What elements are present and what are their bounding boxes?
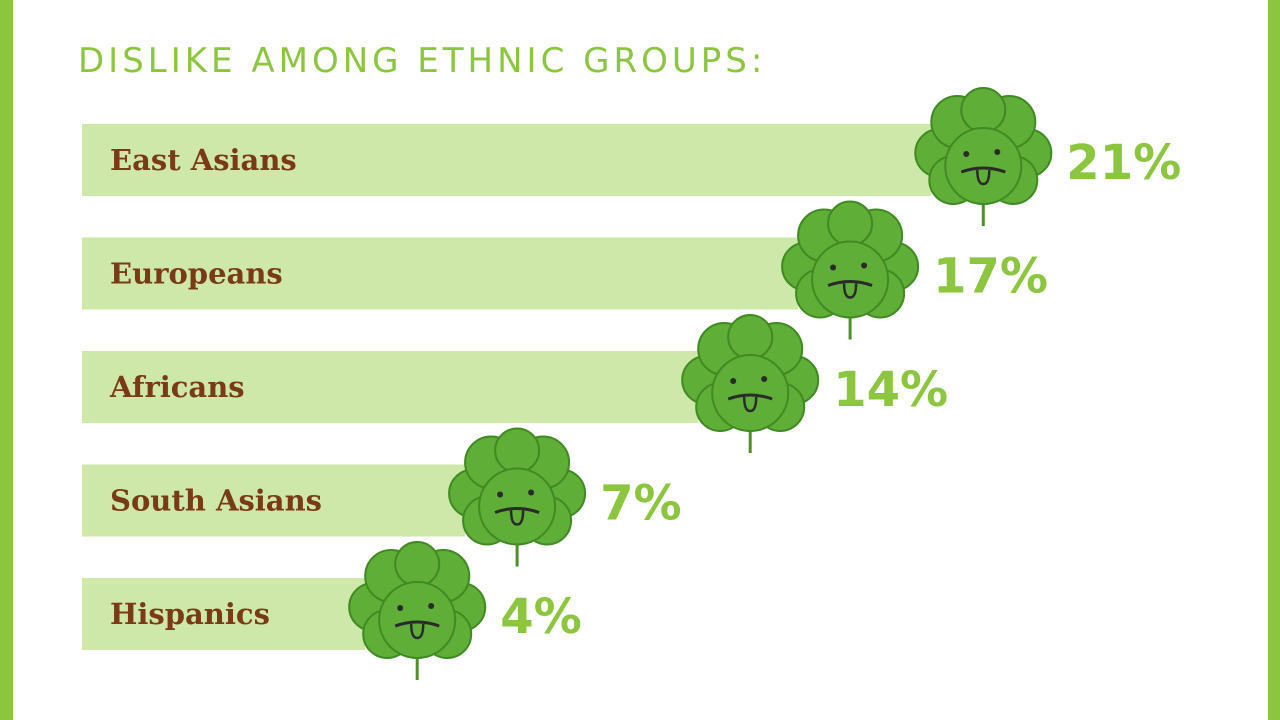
leaf-tongue <box>509 510 525 526</box>
category-label: Africans <box>109 370 245 404</box>
leaf-mouth <box>727 393 773 401</box>
value-label: 21% <box>1066 135 1181 191</box>
left-border <box>0 0 13 720</box>
cilantro-leaf <box>448 427 587 567</box>
leaf-mouth <box>960 166 1006 174</box>
leaf-mouth <box>827 280 873 287</box>
leaf-lobe <box>827 200 874 247</box>
bar <box>82 464 466 537</box>
value-label: 17% <box>933 249 1048 305</box>
leaf-lobe <box>478 467 557 546</box>
leaf-lobe <box>378 581 457 659</box>
bar <box>82 237 799 310</box>
category-label: South Asians <box>110 484 322 518</box>
bar <box>82 351 699 423</box>
leaf-lobe <box>960 87 1007 133</box>
leaf-eye <box>963 151 970 157</box>
leaf-eye <box>994 149 1001 155</box>
leaf-mouth <box>394 620 440 628</box>
leaf-tongue <box>842 283 858 299</box>
category-label: East Asians <box>110 143 297 177</box>
leaf-eye <box>428 603 435 609</box>
leaf-eye <box>761 376 768 382</box>
cilantro-leaf <box>781 200 920 340</box>
cilantro-leaf <box>348 541 487 680</box>
leaf-eye <box>861 262 868 269</box>
bar <box>82 578 366 650</box>
category-label: Hispanics <box>110 597 270 631</box>
leaf-lobe <box>727 314 774 360</box>
bar <box>82 124 932 196</box>
cilantro-leaf <box>681 314 820 453</box>
value-label: 14% <box>833 362 948 418</box>
leaf-lobe <box>711 354 790 432</box>
leaf-tongue <box>976 169 991 186</box>
leaf-tongue <box>742 396 758 413</box>
leaf-tongue <box>409 623 425 640</box>
right-border <box>1268 0 1280 720</box>
leaf-eye <box>528 489 535 496</box>
leaf-eye <box>497 491 504 498</box>
chart-title: DISLIKE AMONG ETHNIC GROUPS: <box>78 41 766 81</box>
leaf-lobe <box>811 240 890 319</box>
leaf-eye <box>730 378 737 384</box>
category-label: Europeans <box>110 257 283 291</box>
cilantro-leaf <box>914 87 1053 226</box>
leaf-lobe <box>394 541 441 587</box>
value-label: 4% <box>500 589 582 645</box>
leaf-eye <box>397 605 404 611</box>
leaf-lobe <box>494 427 541 474</box>
leaf-mouth <box>494 507 540 514</box>
leaf-eye <box>830 264 837 271</box>
value-label: 7% <box>600 476 682 532</box>
leaf-lobe <box>944 127 1023 205</box>
